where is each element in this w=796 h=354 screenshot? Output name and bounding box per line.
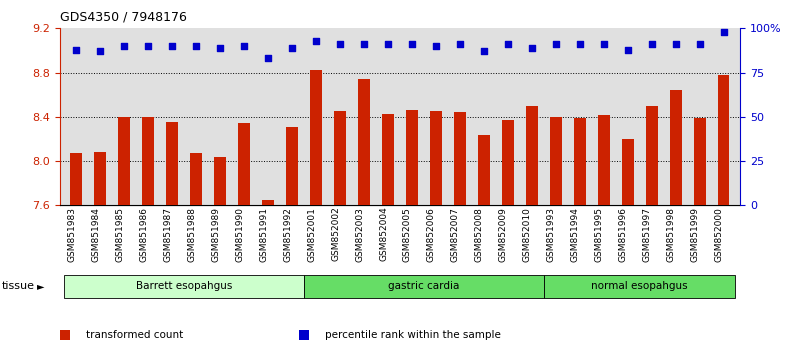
- Point: [478, 48, 490, 54]
- Bar: [310, 70, 322, 205]
- Text: GSM852004: GSM852004: [379, 207, 388, 261]
- Bar: [214, 157, 226, 205]
- Point: [693, 41, 706, 47]
- Point: [94, 48, 107, 54]
- Point: [357, 41, 370, 47]
- Point: [381, 41, 394, 47]
- Bar: [166, 122, 178, 205]
- Point: [406, 41, 419, 47]
- Text: GSM852001: GSM852001: [307, 207, 316, 262]
- Text: GSM851989: GSM851989: [211, 207, 220, 262]
- Bar: [550, 117, 562, 205]
- Text: GSM851986: GSM851986: [139, 207, 148, 262]
- Point: [70, 47, 83, 52]
- Bar: [478, 135, 490, 205]
- Point: [454, 41, 466, 47]
- Bar: [262, 200, 274, 205]
- Bar: [646, 106, 657, 205]
- Point: [717, 29, 730, 35]
- Text: GSM851994: GSM851994: [571, 207, 579, 262]
- Text: GSM851993: GSM851993: [547, 207, 556, 262]
- Text: GSM851999: GSM851999: [691, 207, 700, 262]
- Point: [118, 43, 131, 49]
- Point: [190, 43, 203, 49]
- Bar: [526, 106, 538, 205]
- Point: [549, 41, 562, 47]
- Bar: [669, 90, 681, 205]
- Text: GSM851984: GSM851984: [92, 207, 100, 262]
- Bar: [286, 127, 298, 205]
- Text: GSM851985: GSM851985: [115, 207, 124, 262]
- Text: GSM851988: GSM851988: [187, 207, 197, 262]
- Point: [573, 41, 586, 47]
- Point: [525, 45, 538, 51]
- Text: GSM851983: GSM851983: [68, 207, 76, 262]
- Bar: [598, 115, 610, 205]
- Bar: [119, 117, 131, 205]
- Text: GSM852003: GSM852003: [355, 207, 364, 262]
- Text: GSM852002: GSM852002: [331, 207, 340, 261]
- Point: [597, 41, 610, 47]
- Text: GSM851998: GSM851998: [666, 207, 676, 262]
- Point: [166, 43, 178, 49]
- Bar: [382, 114, 394, 205]
- Text: GSM851995: GSM851995: [595, 207, 603, 262]
- Text: GSM852006: GSM852006: [427, 207, 436, 262]
- Bar: [430, 111, 442, 205]
- Bar: [693, 118, 705, 205]
- Text: GSM852009: GSM852009: [499, 207, 508, 262]
- Text: transformed count: transformed count: [86, 330, 183, 340]
- Bar: [358, 79, 370, 205]
- Bar: [334, 111, 346, 205]
- Text: GSM852005: GSM852005: [403, 207, 412, 262]
- Text: GSM852000: GSM852000: [715, 207, 724, 262]
- Point: [214, 45, 227, 51]
- Text: GSM851991: GSM851991: [259, 207, 268, 262]
- Point: [334, 41, 346, 47]
- Bar: [574, 118, 586, 205]
- Bar: [238, 124, 250, 205]
- Text: ►: ►: [37, 281, 45, 291]
- Bar: [190, 153, 202, 205]
- Point: [142, 43, 154, 49]
- FancyBboxPatch shape: [544, 275, 736, 298]
- Text: GSM851997: GSM851997: [642, 207, 652, 262]
- Bar: [501, 120, 514, 205]
- Point: [238, 43, 251, 49]
- Bar: [406, 110, 418, 205]
- FancyBboxPatch shape: [64, 275, 304, 298]
- Text: Barrett esopahgus: Barrett esopahgus: [136, 281, 232, 291]
- Text: gastric cardia: gastric cardia: [388, 281, 459, 291]
- Point: [262, 56, 275, 61]
- Text: tissue: tissue: [2, 281, 34, 291]
- Text: GSM851987: GSM851987: [163, 207, 172, 262]
- Text: GSM852010: GSM852010: [523, 207, 532, 262]
- Point: [501, 41, 514, 47]
- Text: GSM852007: GSM852007: [451, 207, 460, 262]
- Point: [310, 38, 322, 44]
- Bar: [71, 153, 83, 205]
- FancyBboxPatch shape: [304, 275, 544, 298]
- Point: [286, 45, 298, 51]
- Text: GSM851992: GSM851992: [283, 207, 292, 262]
- Text: GSM851996: GSM851996: [618, 207, 628, 262]
- Point: [669, 41, 682, 47]
- Bar: [622, 139, 634, 205]
- Bar: [717, 75, 729, 205]
- Point: [646, 41, 658, 47]
- Point: [430, 43, 443, 49]
- Bar: [142, 117, 154, 205]
- Text: percentile rank within the sample: percentile rank within the sample: [325, 330, 501, 340]
- Text: GDS4350 / 7948176: GDS4350 / 7948176: [60, 11, 186, 24]
- Text: normal esopahgus: normal esopahgus: [591, 281, 688, 291]
- Point: [622, 47, 634, 52]
- Text: GSM852008: GSM852008: [475, 207, 484, 262]
- Text: GSM851990: GSM851990: [236, 207, 244, 262]
- Bar: [95, 152, 107, 205]
- Bar: [454, 113, 466, 205]
